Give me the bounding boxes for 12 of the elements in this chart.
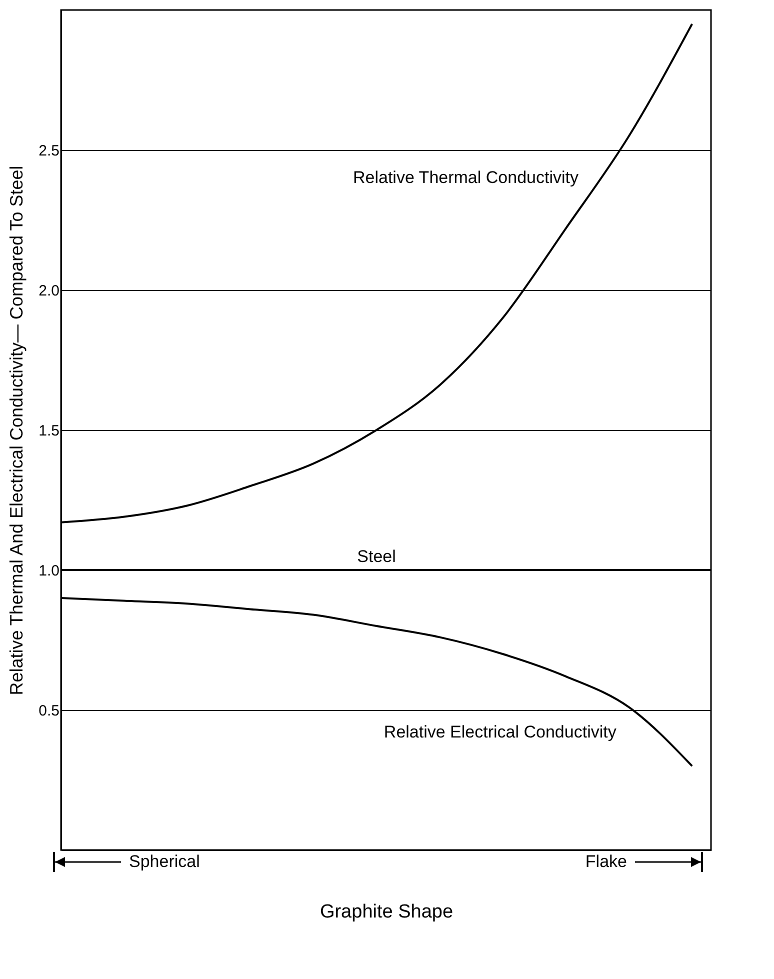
y-tick-label: 0.5: [38, 702, 60, 720]
ref-line-label: Steel: [357, 547, 396, 566]
series-label: Relative Electrical Conductivity: [384, 722, 617, 742]
series-label: Relative Thermal Conductivity: [352, 168, 579, 187]
y-tick-label: 1.5: [38, 422, 60, 440]
y-axis-title: Relative Thermal And Electrical Conductivity— Compared To Steel: [6, 166, 27, 696]
y-tick-label: 2.0: [38, 282, 60, 300]
y-tick-label: 2.5: [38, 142, 60, 160]
y-tick-label: 1.0: [38, 562, 60, 580]
text: Spherical: [129, 852, 200, 872]
text: Flake: [585, 852, 627, 872]
x-axis-title: Graphite Shape: [320, 902, 454, 922]
